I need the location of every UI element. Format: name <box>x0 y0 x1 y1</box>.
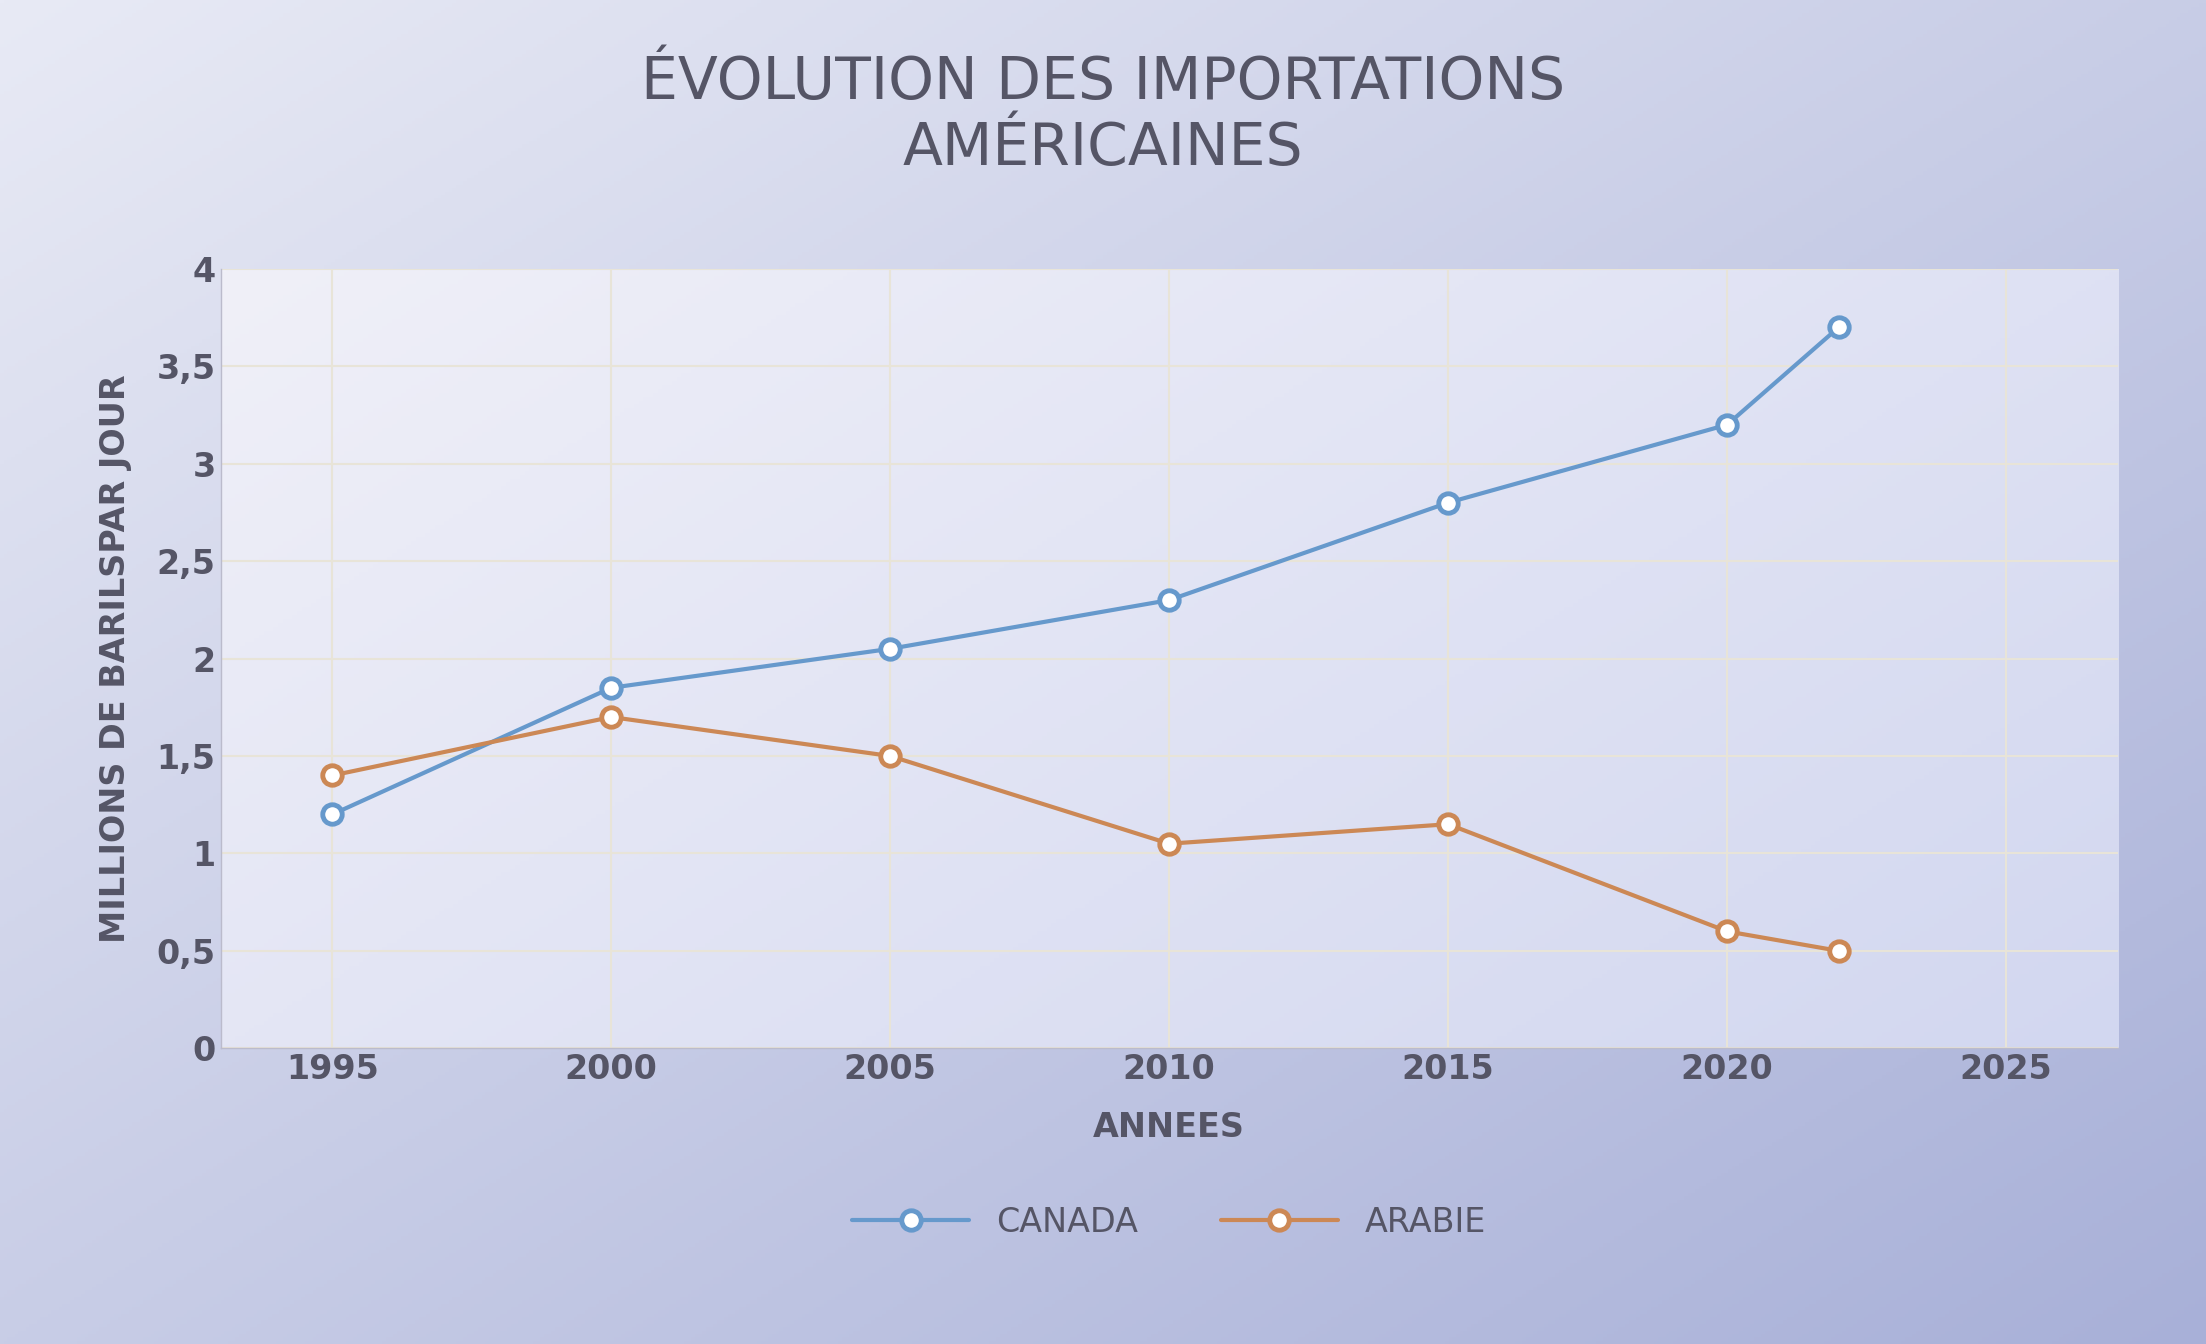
CANADA <box>598 680 624 696</box>
X-axis label: ANNEES: ANNEES <box>1094 1111 1244 1144</box>
ARABIE <box>1714 923 1741 939</box>
Line: ARABIE: ARABIE <box>322 707 1849 961</box>
Text: ÉVOLUTION DES IMPORTATIONS
AMÉRICAINES: ÉVOLUTION DES IMPORTATIONS AMÉRICAINES <box>642 54 1564 177</box>
ARABIE <box>1434 816 1460 832</box>
CANADA <box>320 806 346 823</box>
CANADA <box>878 641 904 657</box>
ARABIE <box>878 747 904 763</box>
ARABIE <box>1156 836 1182 852</box>
ARABIE <box>1827 943 1853 960</box>
Legend: CANADA, ARABIE: CANADA, ARABIE <box>836 1189 1502 1257</box>
ARABIE <box>598 710 624 726</box>
CANADA <box>1714 417 1741 433</box>
ARABIE <box>320 767 346 784</box>
CANADA <box>1827 319 1853 335</box>
Line: CANADA: CANADA <box>322 317 1849 824</box>
CANADA <box>1156 591 1182 607</box>
CANADA <box>1434 495 1460 511</box>
Y-axis label: MILLIONS DE BARILSPAR JOUR: MILLIONS DE BARILSPAR JOUR <box>99 374 132 943</box>
